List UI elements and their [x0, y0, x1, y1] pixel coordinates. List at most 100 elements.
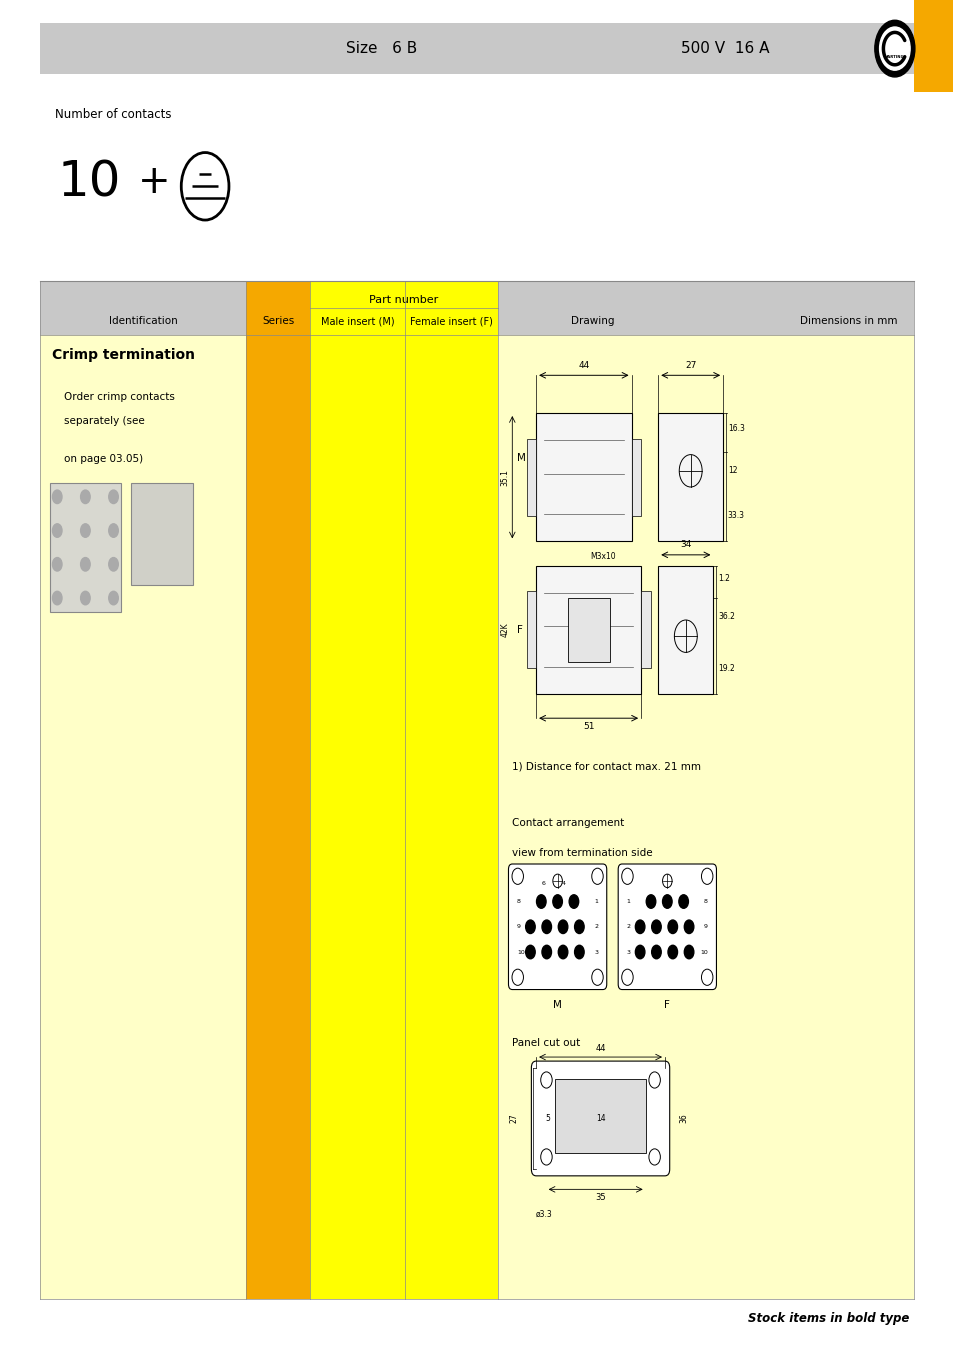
Text: Series: Series	[262, 316, 294, 327]
Text: ø3.3: ø3.3	[536, 1210, 553, 1219]
Circle shape	[109, 524, 118, 537]
Text: 9: 9	[517, 925, 520, 929]
Text: 12: 12	[727, 466, 737, 475]
Circle shape	[536, 895, 545, 909]
Text: 9: 9	[703, 925, 707, 929]
Bar	[246, 281, 310, 335]
Text: 8: 8	[703, 899, 707, 904]
Circle shape	[109, 558, 118, 571]
Circle shape	[574, 921, 583, 934]
Circle shape	[635, 945, 644, 958]
Bar	[526, 591, 536, 668]
Bar	[913, 0, 953, 92]
Circle shape	[80, 524, 90, 537]
Circle shape	[667, 921, 677, 934]
Text: 44: 44	[578, 360, 589, 370]
Text: 1.2: 1.2	[718, 574, 729, 583]
Text: Crimp termination: Crimp termination	[51, 348, 194, 362]
Bar	[50, 483, 121, 612]
Text: 10: 10	[517, 949, 524, 954]
Bar	[658, 566, 713, 694]
Text: 3: 3	[594, 949, 598, 954]
Text: 35: 35	[595, 1193, 605, 1203]
Circle shape	[52, 558, 62, 571]
Circle shape	[874, 20, 914, 77]
Text: 5: 5	[545, 1114, 550, 1123]
Circle shape	[651, 921, 660, 934]
Circle shape	[651, 945, 660, 958]
Circle shape	[879, 27, 909, 70]
Text: Dimensions in mm: Dimensions in mm	[800, 316, 897, 327]
Text: 3: 3	[626, 949, 630, 954]
Text: Size   6 B: Size 6 B	[346, 40, 416, 57]
FancyBboxPatch shape	[618, 864, 716, 990]
Text: 35.1: 35.1	[500, 468, 509, 486]
Text: 1: 1	[626, 899, 630, 904]
Circle shape	[558, 921, 567, 934]
Circle shape	[574, 945, 583, 958]
Circle shape	[683, 921, 693, 934]
Text: HARTING: HARTING	[884, 55, 903, 58]
Text: F: F	[663, 1000, 670, 1010]
Text: 4: 4	[561, 880, 565, 886]
Circle shape	[52, 524, 62, 537]
FancyBboxPatch shape	[531, 1061, 669, 1176]
Circle shape	[80, 490, 90, 504]
Bar	[246, 281, 310, 1299]
Text: 1: 1	[594, 899, 598, 904]
Circle shape	[569, 895, 578, 909]
Circle shape	[558, 945, 567, 958]
Bar	[405, 281, 497, 1299]
Text: Stock items in bold type: Stock items in bold type	[747, 1312, 908, 1326]
Bar	[658, 413, 722, 541]
Text: 51: 51	[582, 722, 594, 732]
Circle shape	[683, 945, 693, 958]
Circle shape	[109, 591, 118, 605]
Bar	[310, 281, 405, 335]
Text: 14: 14	[595, 1114, 605, 1123]
Bar	[536, 566, 640, 694]
Circle shape	[552, 895, 561, 909]
Text: view from termination side: view from termination side	[512, 848, 652, 857]
Bar	[536, 413, 631, 541]
Text: 27: 27	[510, 1114, 518, 1123]
Text: Number of contacts: Number of contacts	[55, 108, 172, 122]
Text: F: F	[517, 625, 522, 634]
Circle shape	[541, 945, 551, 958]
Circle shape	[645, 895, 655, 909]
Text: 19.2: 19.2	[718, 664, 734, 672]
Text: 33.3: 33.3	[727, 512, 744, 520]
Bar	[40, 281, 913, 335]
Bar	[631, 439, 640, 516]
Circle shape	[661, 895, 671, 909]
Bar	[555, 1079, 645, 1153]
Bar	[405, 281, 497, 335]
Circle shape	[541, 921, 551, 934]
Circle shape	[52, 490, 62, 504]
Text: Part number: Part number	[369, 294, 438, 305]
Bar	[567, 598, 609, 661]
Circle shape	[525, 921, 535, 934]
Bar	[310, 281, 405, 1299]
Text: 8: 8	[517, 899, 520, 904]
Text: 2: 2	[626, 925, 630, 929]
Text: 34: 34	[679, 540, 691, 549]
Circle shape	[80, 558, 90, 571]
Text: 42K: 42K	[500, 622, 509, 637]
Text: Order crimp contacts: Order crimp contacts	[64, 392, 174, 401]
Circle shape	[667, 945, 677, 958]
Bar	[526, 439, 536, 516]
Text: 6: 6	[541, 880, 545, 886]
Circle shape	[52, 591, 62, 605]
Text: 10: 10	[700, 949, 707, 954]
Text: 10: 10	[57, 158, 121, 207]
Text: Contact arrangement: Contact arrangement	[512, 818, 624, 828]
Circle shape	[635, 921, 644, 934]
Text: Panel cut out: Panel cut out	[512, 1038, 580, 1048]
Circle shape	[525, 945, 535, 958]
Text: 36.2: 36.2	[718, 613, 734, 621]
FancyBboxPatch shape	[508, 864, 606, 990]
Text: Male insert (M): Male insert (M)	[320, 316, 395, 327]
Text: 44: 44	[595, 1044, 605, 1053]
Text: 16.3: 16.3	[727, 424, 744, 433]
